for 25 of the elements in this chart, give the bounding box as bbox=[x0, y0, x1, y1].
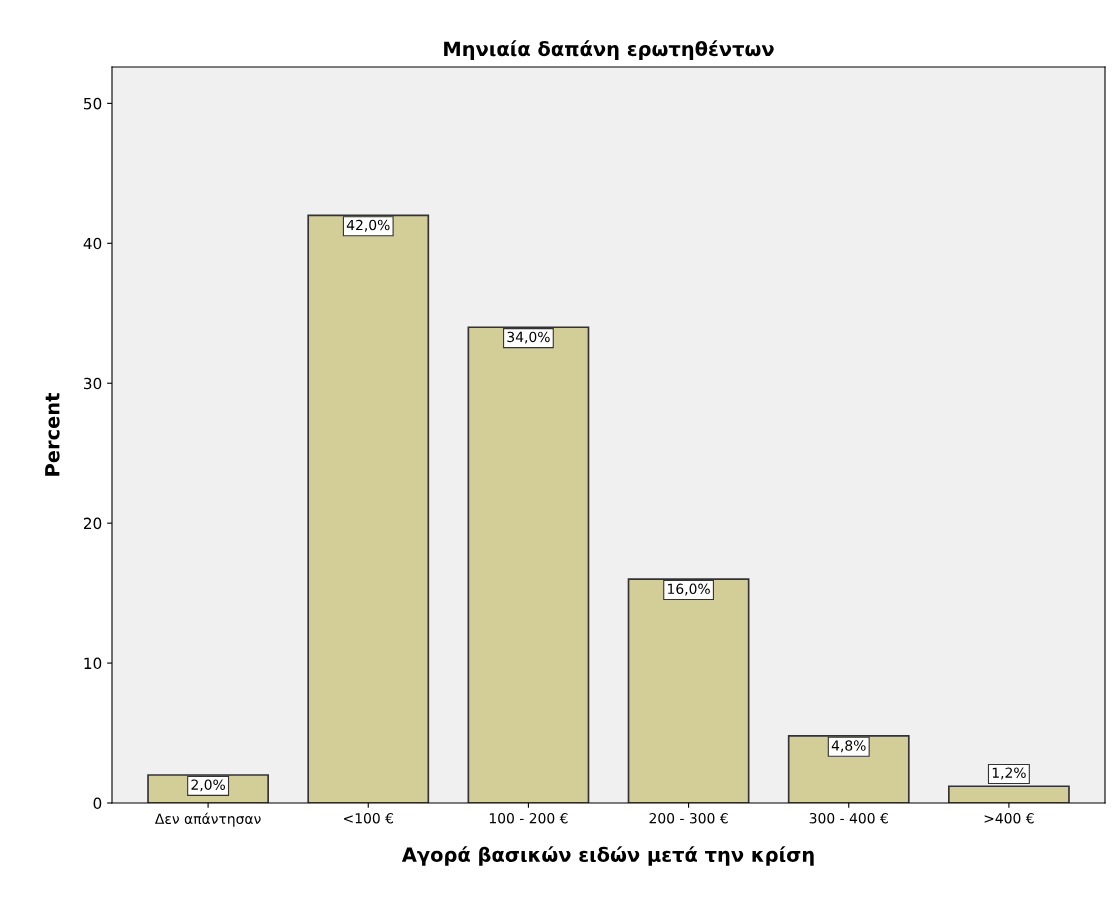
data-label: 2,0% bbox=[191, 779, 225, 792]
y-tick-label: 50 bbox=[84, 97, 102, 110]
y-tick-label: 40 bbox=[83, 237, 102, 250]
chart-title: Μηνιαία δαπάνη ερωτηθέντων bbox=[444, 40, 774, 60]
y-tick-label: 20 bbox=[83, 517, 102, 530]
x-tick-label: <100 € bbox=[344, 812, 394, 824]
y-axis-title: Percent bbox=[45, 393, 60, 476]
x-axis-title: Αγορά βασικών ειδών μετά την κρίση bbox=[401, 846, 814, 866]
x-tick-label: 100 - 200 € bbox=[489, 812, 568, 824]
bar bbox=[627, 578, 750, 803]
y-tick-label: 30 bbox=[84, 377, 102, 390]
x-tick-label: 200 - 300 € bbox=[649, 812, 728, 824]
bar bbox=[467, 326, 590, 803]
x-tick-label: >400 € bbox=[984, 812, 1034, 824]
bar bbox=[307, 214, 430, 803]
x-tick-label: 300 - 400 € bbox=[809, 812, 888, 824]
y-tick-label: 0 bbox=[93, 797, 102, 810]
x-tick-label: Δεν απάντησαν bbox=[154, 812, 261, 827]
data-label: 1,2% bbox=[992, 767, 1026, 780]
y-tick-label: 10 bbox=[84, 657, 102, 670]
data-label: 4,8% bbox=[831, 740, 866, 753]
data-label: 34,0% bbox=[507, 331, 550, 344]
bar bbox=[787, 735, 910, 803]
data-label: 16,0% bbox=[668, 583, 710, 596]
data-label: 42,0% bbox=[346, 219, 390, 232]
